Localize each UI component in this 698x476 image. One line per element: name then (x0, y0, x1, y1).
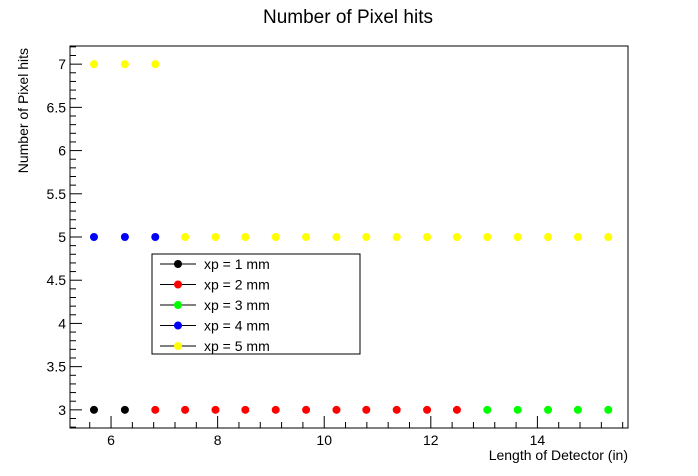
data-point-series-5 (423, 233, 432, 241)
data-points (89, 60, 613, 414)
data-point-series-3 (544, 405, 553, 414)
data-point-series-4 (89, 233, 98, 241)
legend-marker (174, 301, 182, 309)
data-point-series-5 (604, 233, 613, 241)
data-point-series-2 (332, 405, 341, 414)
data-point-series-2 (151, 405, 160, 414)
y-axis-label: Number of Pixel hits (15, 48, 31, 173)
legend-marker (174, 260, 182, 268)
data-point-series-5 (362, 233, 371, 241)
plot-frame (69, 45, 629, 429)
data-point-series-2 (271, 405, 280, 414)
data-point-series-2 (392, 405, 401, 414)
data-point-series-5 (211, 233, 220, 241)
legend: xp = 1 mm xp = 2 mm xp = 3 mm xp = 4 mm xp =… (151, 253, 361, 355)
data-point-series-2 (181, 405, 190, 414)
data-point-series-5 (120, 60, 129, 69)
y-tick-label: 4.5 (47, 272, 67, 288)
legend-label: xp = 4 mm (204, 318, 270, 334)
data-point-series-5 (392, 233, 401, 241)
data-point-series-2 (362, 405, 371, 414)
data-point-series-4 (120, 233, 129, 241)
legend-label: xp = 1 mm (204, 256, 270, 272)
legend-marker (174, 280, 182, 289)
data-point-series-4 (151, 233, 160, 241)
data-point-series-3 (604, 405, 613, 414)
data-point-series-1 (89, 405, 98, 414)
data-point-series-2 (452, 405, 461, 414)
data-point-series-5 (241, 233, 250, 241)
data-point-series-5 (302, 233, 311, 241)
data-point-series-5 (513, 233, 522, 241)
x-tick-label: 14 (530, 432, 546, 448)
y-tick-label: 5.5 (47, 186, 67, 202)
chart-title: Number of Pixel hits (263, 7, 433, 28)
y-axis: 3 3.5 4 4.5 5 5.5 6 6.5 7 (47, 46, 82, 428)
data-point-series-5 (452, 233, 461, 241)
data-point-series-5 (544, 233, 553, 241)
data-point-series-5 (181, 233, 190, 241)
data-point-series-5 (151, 60, 160, 69)
y-tick-label: 7 (58, 56, 66, 72)
y-tick-label: 6.5 (47, 99, 67, 115)
x-axis-label: Length of Detector (in) (489, 447, 628, 463)
data-point-series-2 (302, 405, 311, 414)
y-tick-label: 6 (58, 143, 66, 159)
data-point-series-3 (573, 405, 582, 414)
data-point-series-5 (573, 233, 582, 241)
y-tick-label: 4 (58, 315, 66, 331)
data-point-series-3 (483, 405, 492, 414)
y-tick-label: 3.5 (47, 359, 67, 375)
data-point-series-2 (241, 405, 250, 414)
data-point-series-5 (332, 233, 341, 241)
data-point-series-2 (423, 405, 432, 414)
data-point-series-3 (513, 405, 522, 414)
data-point-series-5 (483, 233, 492, 241)
legend-label: xp = 5 mm (204, 338, 270, 354)
x-tick-label: 8 (214, 432, 222, 448)
legend-label: xp = 3 mm (204, 297, 270, 313)
x-axis: 6 8 10 12 14 (89, 416, 624, 448)
data-point-series-2 (211, 405, 220, 414)
legend-marker (174, 321, 182, 330)
data-point-series-5 (89, 60, 98, 69)
data-point-series-1 (120, 405, 129, 414)
x-tick-label: 10 (316, 432, 332, 448)
y-tick-label: 3 (58, 402, 66, 418)
data-point-series-5 (271, 233, 280, 241)
x-tick-label: 12 (423, 432, 439, 448)
x-tick-label: 6 (107, 432, 115, 448)
legend-label: xp = 2 mm (204, 277, 270, 293)
legend-box (151, 253, 361, 355)
legend-marker (174, 342, 182, 350)
y-tick-label: 5 (58, 229, 66, 245)
